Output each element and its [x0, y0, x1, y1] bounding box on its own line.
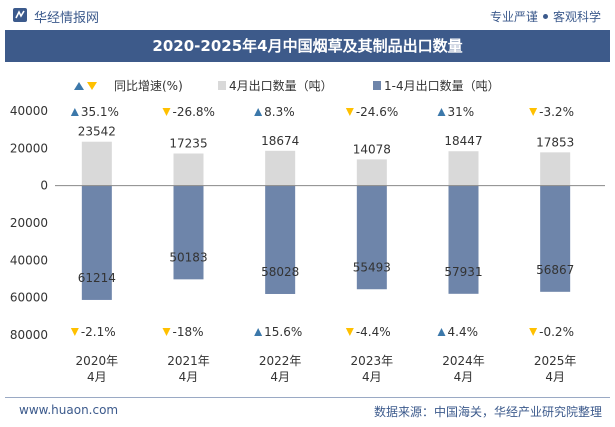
label-april-value-2: 18674: [261, 134, 299, 148]
cumulative-yoy-label-2: 15.6%: [264, 325, 302, 339]
bar-april-2: [265, 150, 296, 186]
legend-growth-down-marker: [87, 82, 97, 90]
bar-april-5: [540, 152, 571, 186]
x-tick-label-3-line-1: 4月: [362, 370, 382, 384]
bar-cumulative-1: [173, 185, 204, 280]
april-yoy-marker-4: [437, 108, 446, 116]
bar-cumulative-2: [265, 185, 296, 294]
cumulative-yoy-label-4: 4.4%: [448, 325, 479, 339]
x-tick-label-0-line-1: 4月: [87, 370, 107, 384]
cumulative-yoy-label-3: -4.4%: [356, 325, 391, 339]
footer: www.huaon.com 数据来源：中国海关，华经产业研究院整理: [5, 397, 610, 422]
y-tick-label-5: 60000: [10, 291, 48, 305]
legend-april-swatch: [218, 81, 226, 90]
legend-april-label: 4月出口数量（吨）: [229, 78, 333, 93]
y-tick-label-1: 20000: [10, 141, 48, 155]
bar-cumulative-0: [81, 185, 112, 300]
y-tick-label-0: 40000: [10, 104, 48, 118]
bar-cumulative-4: [448, 185, 479, 294]
bar-april-1: [173, 153, 204, 186]
x-tick-label-2-line-0: 2022年: [259, 354, 302, 368]
april-yoy-marker-1: [162, 108, 171, 116]
x-tick-label-5-line-1: 4月: [545, 370, 565, 384]
y-tick-label-4: 40000: [10, 253, 48, 267]
title-bar: 2020-2025年4月中国烟草及其制品出口数量: [5, 30, 610, 62]
april-yoy-label-1: -26.8%: [173, 105, 215, 119]
data-source: 数据来源：中国海关，华经产业研究院整理: [373, 405, 602, 419]
cumulative-yoy-marker-5: [529, 328, 538, 336]
chart-title: 2020-2025年4月中国烟草及其制品出口数量: [152, 37, 463, 55]
april-yoy-label-5: -3.2%: [539, 105, 574, 119]
label-cumulative-value-4: 57931: [444, 265, 482, 279]
label-april-value-3: 14078: [353, 142, 391, 156]
x-tick-label-5-line-0: 2025年: [534, 354, 577, 368]
tagline-dot-icon: [542, 14, 548, 19]
y-tick-label-3: 20000: [10, 216, 48, 230]
label-cumulative-value-0: 61214: [78, 271, 116, 285]
x-tick-label-2-line-1: 4月: [270, 370, 290, 384]
legend-cumulative-label: 1-4月出口数量（吨）: [384, 78, 500, 93]
x-tick-label-1-line-0: 2021年: [167, 354, 210, 368]
april-yoy-label-4: 31%: [448, 105, 475, 119]
cumulative-yoy-label-1: -18%: [173, 325, 204, 339]
bar-chart: 同比增速(%) 4月出口数量（吨） 1-4月出口数量（吨） 40000 20000 0 20…: [10, 78, 605, 384]
huajing-logo-icon: [13, 8, 27, 22]
april-yoy-marker-5: [529, 108, 538, 116]
label-cumulative-value-1: 50183: [169, 250, 207, 264]
april-yoy-label-0: 35.1%: [81, 105, 119, 119]
y-tick-label-6: 80000: [10, 328, 48, 342]
x-tick-label-4-line-1: 4月: [454, 370, 474, 384]
label-april-value-1: 17235: [169, 136, 207, 150]
label-cumulative-value-2: 58028: [261, 265, 299, 279]
cumulative-yoy-marker-1: [162, 328, 171, 336]
x-tick-label-3-line-0: 2023年: [351, 354, 394, 368]
site-url: www.huaon.com: [19, 403, 119, 417]
label-april-value-5: 17853: [536, 135, 574, 149]
legend-cumulative-swatch: [373, 81, 381, 90]
bar-april-4: [448, 151, 479, 186]
bar-april-3: [356, 159, 387, 186]
bar-april-0: [81, 141, 112, 186]
cumulative-yoy-marker-2: [254, 328, 263, 336]
label-cumulative-value-5: 56867: [536, 263, 574, 277]
cumulative-yoy-label-5: -0.2%: [539, 325, 574, 339]
brand-name: 华经情报网: [34, 11, 100, 26]
tagline-right: 客观科学: [552, 10, 601, 24]
april-yoy-marker-2: [254, 108, 263, 116]
label-april-value-0: 23542: [78, 125, 116, 139]
tagline: 专业严谨 客观科学: [490, 8, 601, 25]
april-yoy-marker-3: [345, 108, 354, 116]
cumulative-yoy-marker-4: [437, 328, 446, 336]
bar-cumulative-5: [540, 185, 571, 292]
y-tick-label-2: 0: [40, 179, 48, 193]
bar-cumulative-3: [356, 185, 387, 290]
x-tick-label-1-line-1: 4月: [179, 370, 199, 384]
cumulative-yoy-label-0: -2.1%: [81, 325, 116, 339]
x-tick-label-0-line-0: 2020年: [76, 354, 119, 368]
top-bar: 华经情报网 专业严谨 客观科学: [0, 0, 615, 30]
april-yoy-label-3: -24.6%: [356, 105, 398, 119]
tagline-left: 专业严谨: [489, 10, 538, 24]
april-yoy-marker-0: [70, 108, 79, 116]
label-april-value-4: 18447: [444, 134, 482, 148]
legend-growth-up-marker: [74, 82, 84, 90]
x-tick-label-4-line-0: 2024年: [442, 354, 485, 368]
cumulative-yoy-marker-0: [70, 328, 79, 336]
april-yoy-label-2: 8.3%: [264, 105, 295, 119]
cumulative-yoy-marker-3: [345, 328, 354, 336]
label-cumulative-value-3: 55493: [353, 260, 391, 274]
legend-growth-label: 同比增速(%): [114, 79, 183, 93]
